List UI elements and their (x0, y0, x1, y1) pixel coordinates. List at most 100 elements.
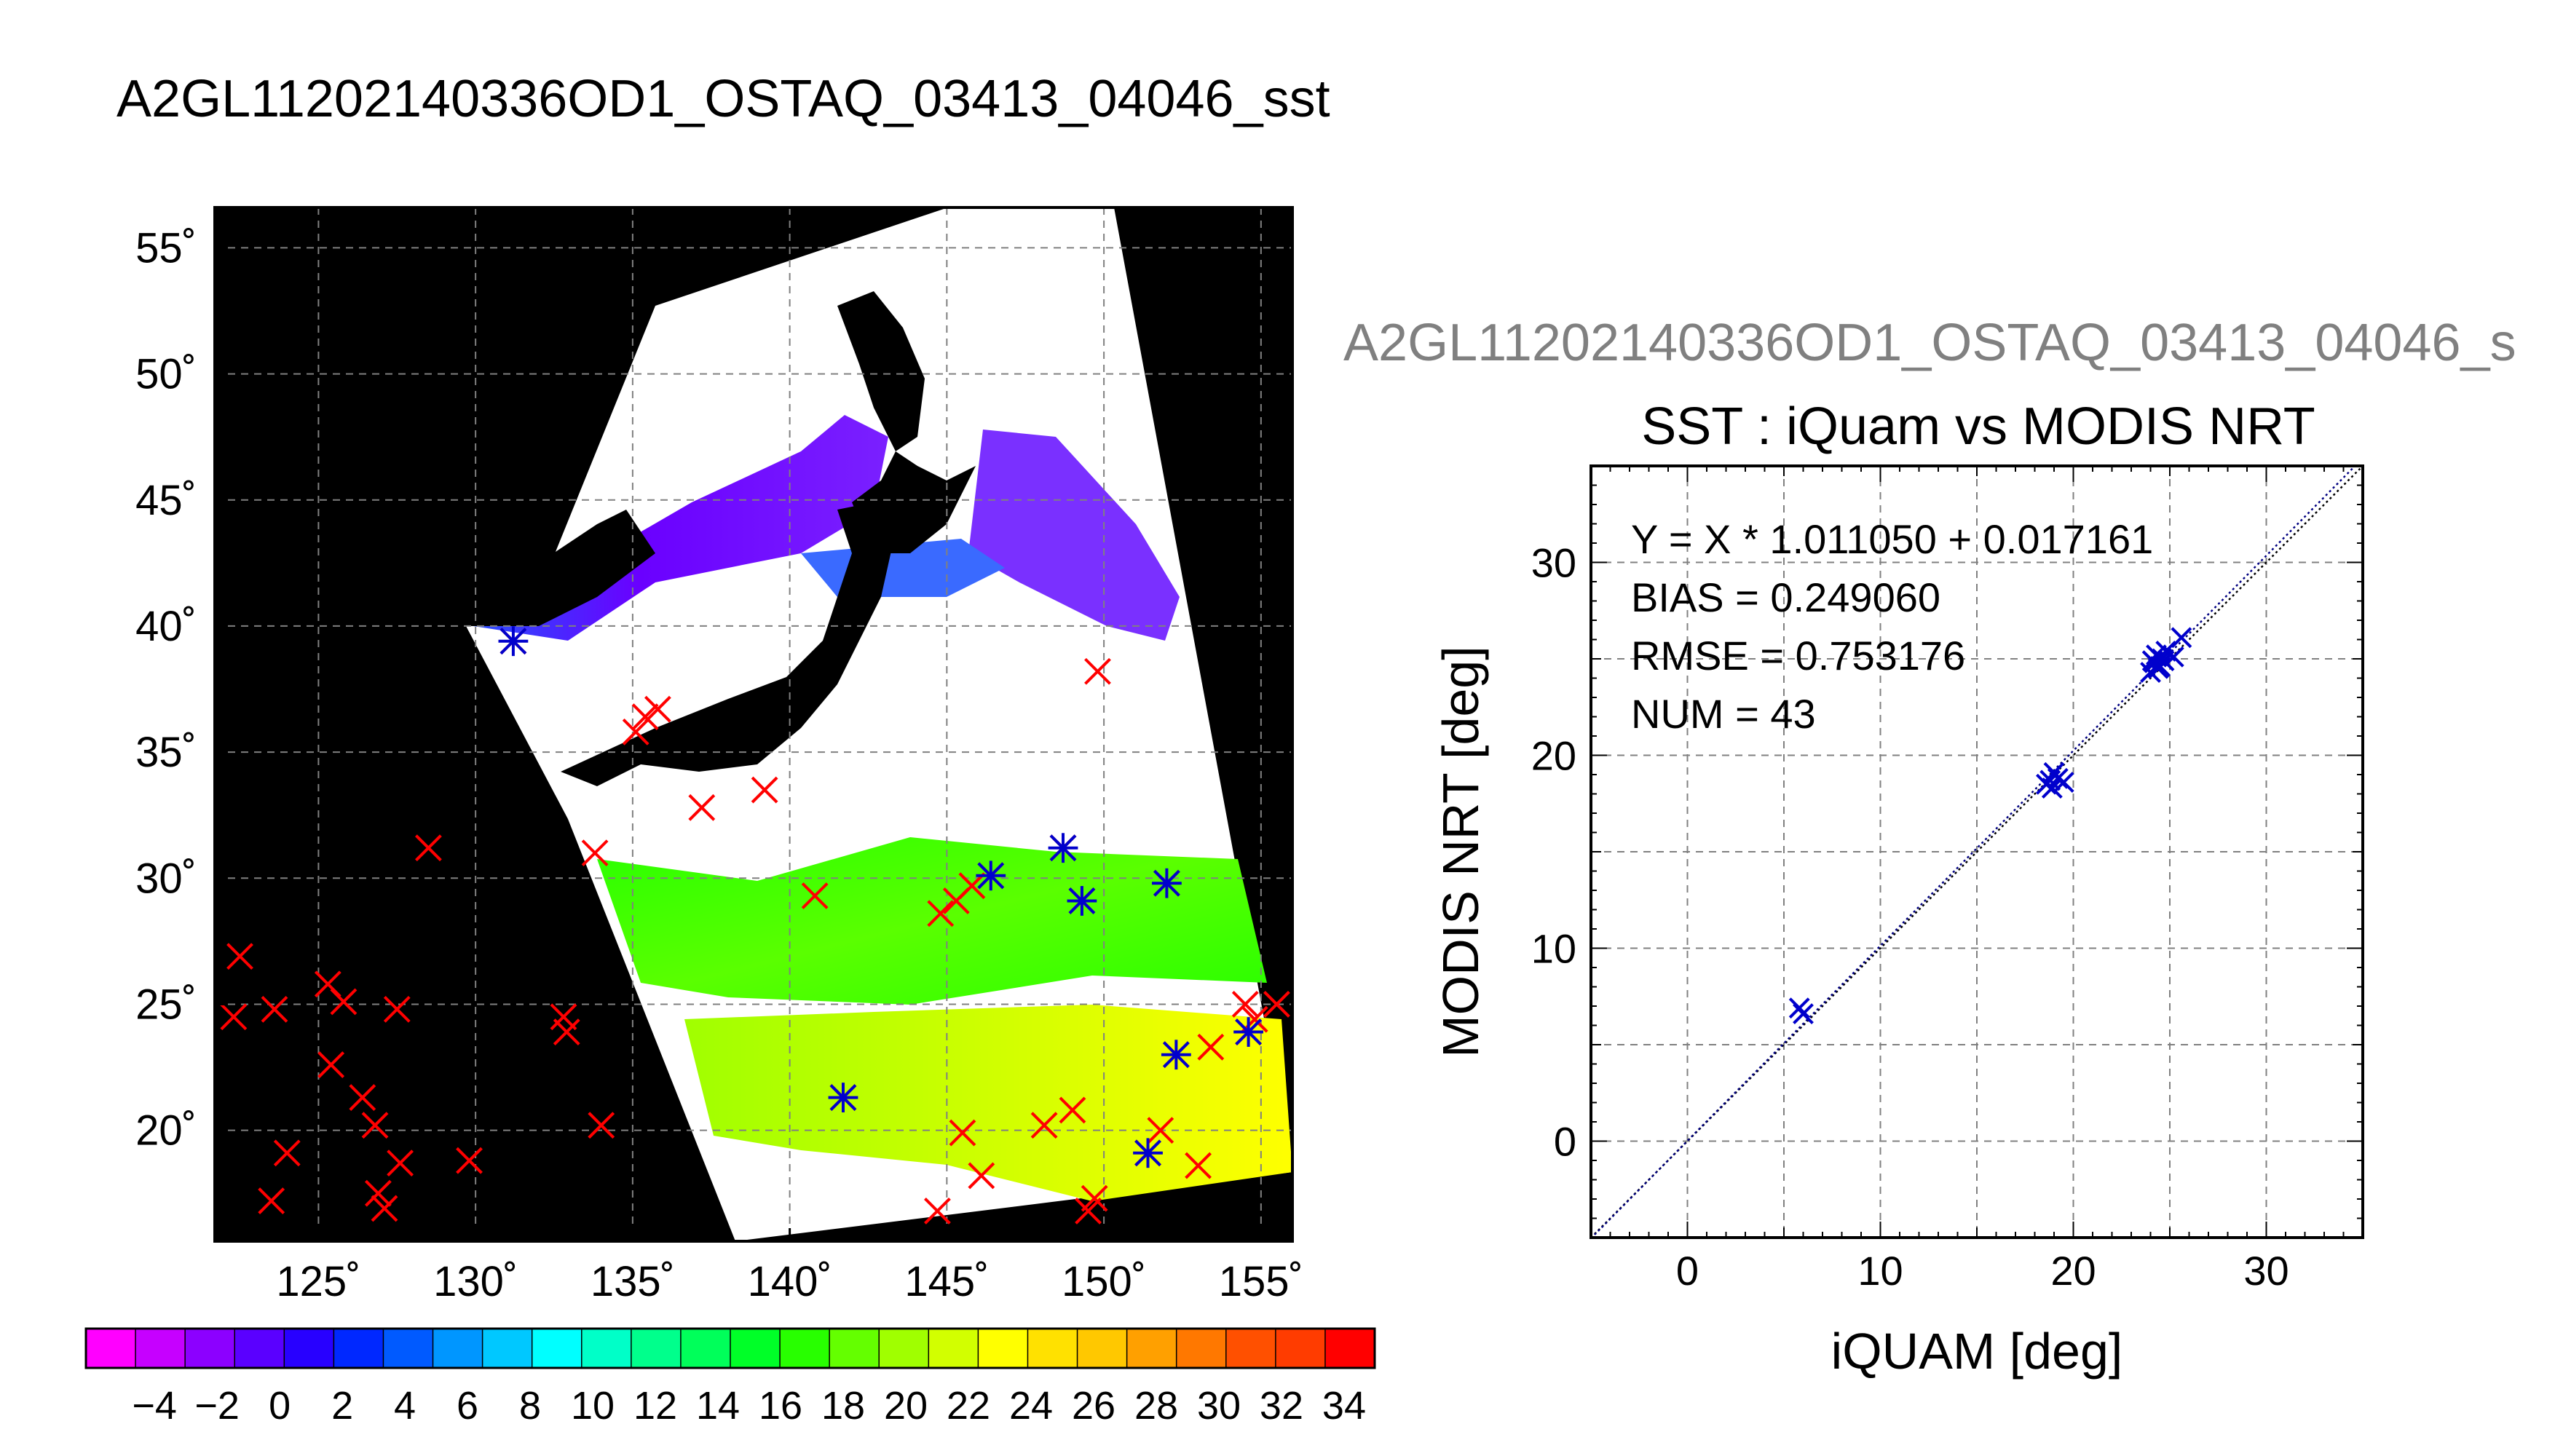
in-situ-marker (1231, 991, 1259, 1018)
scatter-ytick-label: 0 (1554, 1119, 1576, 1165)
scatter-annotations: Y = X * 1.011050 + 0.017161 BIAS = 0.2490… (1631, 516, 2153, 737)
colorbar-tick-label: 28 (1134, 1384, 1178, 1428)
colorbar-tick-label: 20 (884, 1384, 928, 1428)
map-ytick-label: 40˚ (135, 603, 197, 650)
in-situ-marker (414, 834, 442, 862)
scatter-points (1788, 627, 2192, 1025)
colorbar-cell (829, 1329, 880, 1368)
in-situ-marker (387, 1150, 414, 1177)
in-situ-marker (631, 703, 659, 731)
map-ytick-label: 35˚ (135, 729, 197, 776)
modis-match-marker (1233, 1017, 1263, 1047)
map-y-axis: 20˚ 25˚ 30˚ 35˚ 40˚ 45˚ 50˚ 55˚ (135, 224, 228, 1155)
map-ytick-label: 55˚ (135, 224, 197, 272)
scatter-point (2141, 650, 2163, 672)
colorbar-frame (84, 1327, 1376, 1369)
colorbar-cell (928, 1329, 979, 1368)
in-situ-marker (1197, 1033, 1225, 1061)
scatter-grid (1591, 466, 2363, 1238)
map-xtick-label: 150˚ (1062, 1258, 1146, 1305)
colorbar-cell (631, 1329, 682, 1368)
map-ytick-label: 45˚ (135, 477, 197, 524)
colorbar-cell (433, 1329, 483, 1368)
colorbar-cell (1324, 1329, 1375, 1368)
scatter-xtick-label: 10 (1857, 1248, 1903, 1294)
in-situ-marker (1263, 991, 1290, 1018)
modis-match-marker (976, 860, 1006, 891)
map-xtick-label: 155˚ (1219, 1258, 1303, 1305)
in-situ-marker (801, 882, 829, 909)
scatter-ytick-label: 10 (1531, 926, 1576, 972)
in-situ-marker (258, 1187, 285, 1214)
sst-map: 125˚ 130˚ 135˚ 140˚ 145˚ 150˚ 155˚ 20˚ 25˚ 30˚ 35… (135, 206, 1303, 1305)
colorbar-tick-label: −4 (132, 1384, 177, 1428)
colorbar-tick-label: 22 (947, 1384, 990, 1428)
in-situ-marker (1030, 1112, 1058, 1139)
land-hokkaido (852, 451, 976, 553)
colorbar-cell (978, 1329, 1029, 1368)
colorbar-cell (86, 1329, 136, 1368)
map-frame (213, 206, 1294, 1243)
scatter-y-label: MODIS NRT [deg] (1432, 646, 1489, 1057)
in-situ-marker (330, 988, 358, 1016)
scatter-xtick-label: 20 (2050, 1248, 2096, 1294)
land-sakhalin (837, 291, 925, 451)
colorbar-cell (780, 1329, 830, 1368)
colorbar-cell (1027, 1329, 1078, 1368)
in-situ-marker (349, 1084, 376, 1111)
colorbar-cell (879, 1329, 929, 1368)
colorbar-cell (532, 1329, 583, 1368)
colorbar-tick-label: 0 (269, 1384, 291, 1428)
scatter-point (2171, 627, 2192, 649)
in-situ-marker (383, 995, 411, 1023)
in-situ-marker (371, 1195, 398, 1222)
scatter-point (2163, 646, 2184, 668)
scatter-y-axis: 0 10 20 30 (1531, 465, 2363, 1238)
in-situ-marker (317, 1051, 345, 1078)
page-title: A2GL11202140336OD1_OSTAQ_03413_04046_sst (117, 70, 1330, 128)
colorbar-cell (1077, 1329, 1128, 1368)
land-kamchatka (655, 240, 801, 291)
in-situ-marker (688, 794, 716, 821)
in-situ-marker (1059, 1096, 1086, 1124)
map-ytick-label: 50˚ (135, 351, 197, 398)
in-situ-marker (220, 1003, 248, 1031)
scatter-x-label: iQUAM [deg] (1831, 1323, 2123, 1380)
fit-line (1590, 465, 2364, 1239)
scatter-annotation: Y = X * 1.011050 + 0.017161 (1631, 516, 2153, 562)
colorbar-cell (482, 1329, 533, 1368)
modis-match-marker (1048, 833, 1078, 863)
scatter-point (1793, 1003, 1814, 1025)
scatter-annotation: NUM = 43 (1631, 691, 1816, 737)
colorbar-tick-label: 18 (821, 1384, 865, 1428)
modis-match-marker (498, 626, 529, 657)
modis-match-marker (1152, 868, 1182, 898)
colorbar: −4 −2 0 2 4 6 8 10 12 14 16 18 20 22 24 26 28 30 32 34 (84, 1327, 1376, 1428)
colorbar-cell (234, 1329, 285, 1368)
in-situ-marker (226, 943, 253, 970)
colorbar-tick-label: 34 (1322, 1384, 1366, 1428)
land-japan (561, 502, 896, 786)
colorbar-tick-label: 24 (1009, 1384, 1053, 1428)
scatter-annotation: BIAS = 0.249060 (1631, 574, 1940, 620)
colorbar-cell (730, 1329, 781, 1368)
in-situ-marker (261, 995, 288, 1023)
in-situ-marker (361, 1112, 389, 1139)
map-ytick-label: 20˚ (135, 1107, 197, 1155)
colorbar-cell (185, 1329, 235, 1368)
in-situ-marker (949, 1119, 976, 1147)
colorbar-cell (333, 1329, 384, 1368)
colorbar-tick-label: 12 (633, 1384, 677, 1428)
colorbar-cell (1275, 1329, 1326, 1368)
in-situ-marker (751, 776, 778, 804)
in-situ-marker (456, 1147, 483, 1174)
colorbar-tick-label: 30 (1197, 1384, 1241, 1428)
colorbar-tick-label: 4 (394, 1384, 416, 1428)
scatter-ytick-label: 30 (1531, 540, 1576, 586)
colorbar-tick-label: 10 (571, 1384, 615, 1428)
scatter-subtitle: A2GL11202140336OD1_OSTAQ_03413_04046_s (1343, 314, 2516, 372)
modis-match-marker (1133, 1138, 1163, 1168)
identity-line (1590, 465, 2364, 1238)
map-markers (220, 626, 1290, 1224)
map-xtick-label: 130˚ (433, 1258, 518, 1305)
